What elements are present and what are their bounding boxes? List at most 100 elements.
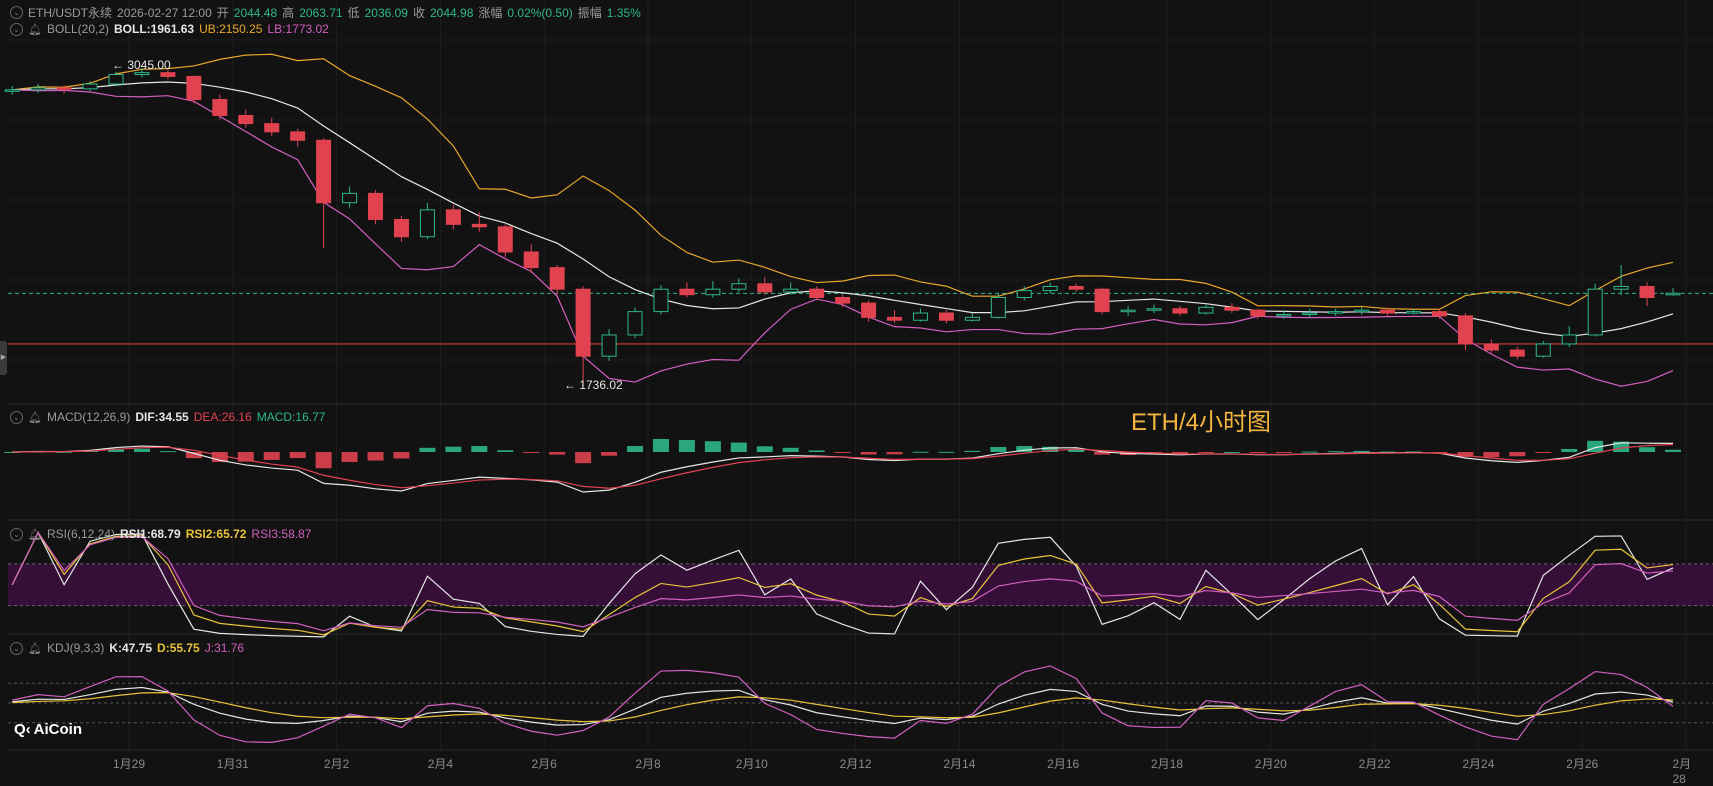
time-tick-label: 2月14: [943, 757, 976, 771]
low-value: 2036.09: [364, 5, 408, 20]
kdj-legend: ⌄ 🔔︎ KDJ(9,3,3) K:47.75 D:55.75 J:31.76: [10, 641, 244, 655]
close-label: 收: [412, 6, 425, 20]
sidebar-expand-handle[interactable]: ▶: [0, 341, 7, 375]
candle-up: [1146, 308, 1162, 311]
time-tick-label: 2月10: [735, 757, 768, 771]
macd-histogram-bar: [445, 446, 462, 452]
high-label: 高: [282, 6, 295, 20]
macd-histogram-bar: [1068, 449, 1085, 452]
macd-name[interactable]: MACD(12,26,9): [46, 410, 131, 424]
macd-histogram-bar: [652, 438, 669, 452]
macd-dif-line: [12, 442, 1674, 493]
close-value: 2044.98: [430, 5, 474, 20]
candle-down: [1639, 285, 1655, 298]
candle-down: [1172, 308, 1188, 314]
candle-up: [342, 192, 358, 204]
kdj-name[interactable]: KDJ(9,3,3): [46, 641, 105, 655]
low-label: 低: [347, 6, 360, 20]
amplitude-value: 1.35%: [606, 5, 641, 20]
bell-icon[interactable]: 🔔︎: [28, 642, 42, 655]
candle-up: [1613, 285, 1629, 290]
macd-histogram-bar: [1249, 452, 1266, 453]
rsi-name[interactable]: RSI(6,12,24): [46, 527, 116, 541]
rsi3-value: RSI3:58.87: [251, 527, 312, 541]
candle-up: [1120, 309, 1136, 313]
boll-name[interactable]: BOLL(20,2): [46, 22, 110, 36]
candle-up: [1328, 311, 1344, 314]
candle-up: [4, 89, 20, 92]
kdj-k-line: [12, 686, 1674, 726]
aicoin-logo: Q‹ AiCoin: [14, 721, 82, 738]
macd-histogram-bar: [704, 441, 721, 452]
macd-legend: ⌄ 🔔︎ MACD(12,26,9) DIF:34.55 DEA:26.16 M…: [10, 410, 325, 424]
collapse-chevron-icon[interactable]: ⌄: [10, 641, 23, 655]
datetime: 2026-02-27 12:00: [117, 5, 212, 20]
candle-down: [549, 267, 565, 290]
candle-up: [419, 209, 435, 238]
macd-histogram-bar: [523, 452, 540, 453]
collapse-chevron-icon[interactable]: ⌄: [10, 6, 23, 19]
candle-up: [1354, 309, 1370, 313]
collapse-chevron-icon[interactable]: ⌄: [10, 22, 23, 36]
bell-icon[interactable]: 🔔︎: [28, 411, 42, 424]
candle-up: [1198, 306, 1214, 314]
macd-histogram-bar: [237, 452, 254, 462]
candle-down: [1509, 349, 1525, 357]
candle-down: [186, 75, 202, 101]
boll-mid-value: BOLL:1961.63: [114, 22, 195, 36]
macd-histogram-bar: [1327, 451, 1344, 453]
time-tick-label: 1月29: [112, 757, 146, 771]
macd-histogram-bar: [1587, 440, 1604, 452]
candle-down: [471, 223, 487, 228]
bell-icon[interactable]: 🔔︎: [28, 23, 42, 36]
candle-down: [861, 302, 877, 318]
candle-up: [134, 72, 150, 76]
macd-histogram-bar: [627, 446, 644, 452]
rsi-band: [8, 563, 1713, 606]
time-tick-label: 2月28: [1672, 757, 1692, 786]
symbol-label[interactable]: ETH/USDT永续: [28, 6, 113, 20]
candle-down: [264, 123, 280, 133]
time-tick-label: 1月31: [216, 757, 249, 771]
high-value: 2063.71: [299, 5, 343, 20]
candle-up: [82, 83, 98, 90]
macd-histogram-bar: [886, 452, 903, 455]
macd-histogram-bar: [1639, 447, 1656, 452]
macd-dea-line: [12, 443, 1674, 489]
time-tick-label: 2月24: [1462, 757, 1495, 771]
macd-histogram-bar: [1171, 452, 1188, 454]
macd-histogram-bar: [367, 452, 384, 461]
kdj-k-value: K:47.75: [109, 641, 153, 655]
macd-histogram-bar: [1094, 452, 1111, 455]
rsi3-line: [11, 531, 1674, 632]
macd-histogram-bar: [1457, 452, 1474, 457]
bell-icon[interactable]: 🔔︎: [28, 528, 42, 541]
kdj-j-line: [12, 665, 1674, 743]
boll-middle-band: [12, 81, 1674, 338]
candle-up: [705, 288, 721, 296]
collapse-chevron-icon[interactable]: ⌄: [10, 527, 23, 541]
candle-up: [1587, 288, 1603, 336]
macd-histogram-bar: [834, 452, 851, 453]
macd-histogram-bar: [211, 452, 228, 463]
collapse-chevron-icon[interactable]: ⌄: [10, 410, 23, 424]
candle-up: [1302, 312, 1318, 316]
candle-up: [1016, 290, 1032, 298]
kdj-d-line: [12, 692, 1674, 723]
macd-histogram-bar: [1353, 450, 1370, 452]
macd-histogram-bar: [471, 446, 488, 452]
candle-up: [783, 288, 799, 293]
macd-histogram-bar: [1509, 452, 1526, 457]
kdj-d-value: D:55.75: [157, 641, 200, 655]
candle-down: [1380, 309, 1396, 314]
macd-histogram-bar: [1301, 451, 1318, 453]
logo-text: AiCoin: [33, 721, 82, 738]
macd-histogram-bar: [1379, 451, 1396, 453]
macd-histogram-bar: [1016, 446, 1033, 452]
candle-down: [238, 114, 254, 125]
candle-down: [1094, 288, 1110, 313]
candle-down: [393, 218, 409, 238]
candle-up: [601, 334, 617, 357]
macd-histogram-bar: [393, 452, 410, 459]
